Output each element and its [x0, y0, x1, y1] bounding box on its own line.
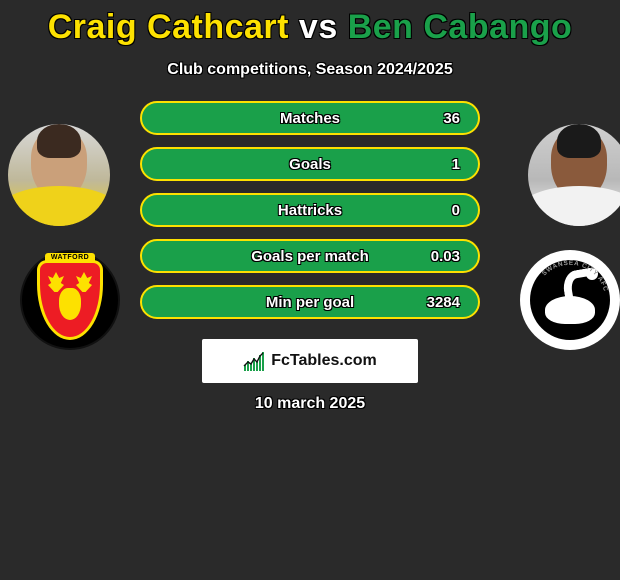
stat-right-value: 1: [400, 156, 460, 173]
stat-label: Goals: [289, 156, 331, 173]
vs-text: vs: [289, 8, 348, 46]
stat-pill: Matches 36: [140, 101, 480, 135]
stat-right-value: 0: [400, 202, 460, 219]
avatar-shoulders: [528, 186, 620, 226]
stat-pill: Min per goal 3284: [140, 285, 480, 319]
player2-name: Ben Cabango: [348, 8, 573, 46]
fctables-badge: FcTables.com: [202, 339, 418, 383]
swan-icon: SWANSEA CITY AFC: [530, 260, 610, 340]
watford-shield-icon: WATFORD: [37, 260, 103, 340]
player1-club-crest: WATFORD: [20, 250, 120, 350]
player1-name: Craig Cathcart: [48, 8, 289, 46]
stat-right-value: 0.03: [400, 248, 460, 265]
stat-label: Matches: [280, 110, 340, 127]
player1-avatar: [8, 124, 110, 226]
stat-right-value: 36: [400, 110, 460, 127]
stat-label: Hattricks: [278, 202, 342, 219]
player2-avatar: [528, 124, 620, 226]
avatar-shoulders: [8, 186, 110, 226]
moose-icon: [50, 276, 90, 324]
crest-ring-text: SWANSEA CITY AFC: [530, 260, 610, 340]
stat-label: Goals per match: [251, 248, 369, 265]
stat-pill: Goals 1: [140, 147, 480, 181]
crest-label: WATFORD: [51, 254, 89, 261]
player2-club-crest: SWANSEA CITY AFC: [520, 250, 620, 350]
stat-pill: Hattricks 0: [140, 193, 480, 227]
page-title: Craig Cathcart vs Ben Cabango: [0, 0, 620, 47]
subtitle: Club competitions, Season 2024/2025: [0, 61, 620, 79]
stat-pill: Goals per match 0.03: [140, 239, 480, 273]
svg-text:SWANSEA CITY AFC: SWANSEA CITY AFC: [541, 260, 609, 293]
stat-label: Min per goal: [266, 294, 354, 311]
fctables-text: FcTables.com: [271, 352, 377, 370]
stat-right-value: 3284: [400, 294, 460, 311]
date: 10 march 2025: [0, 395, 620, 413]
bar-chart-icon: [243, 351, 265, 371]
